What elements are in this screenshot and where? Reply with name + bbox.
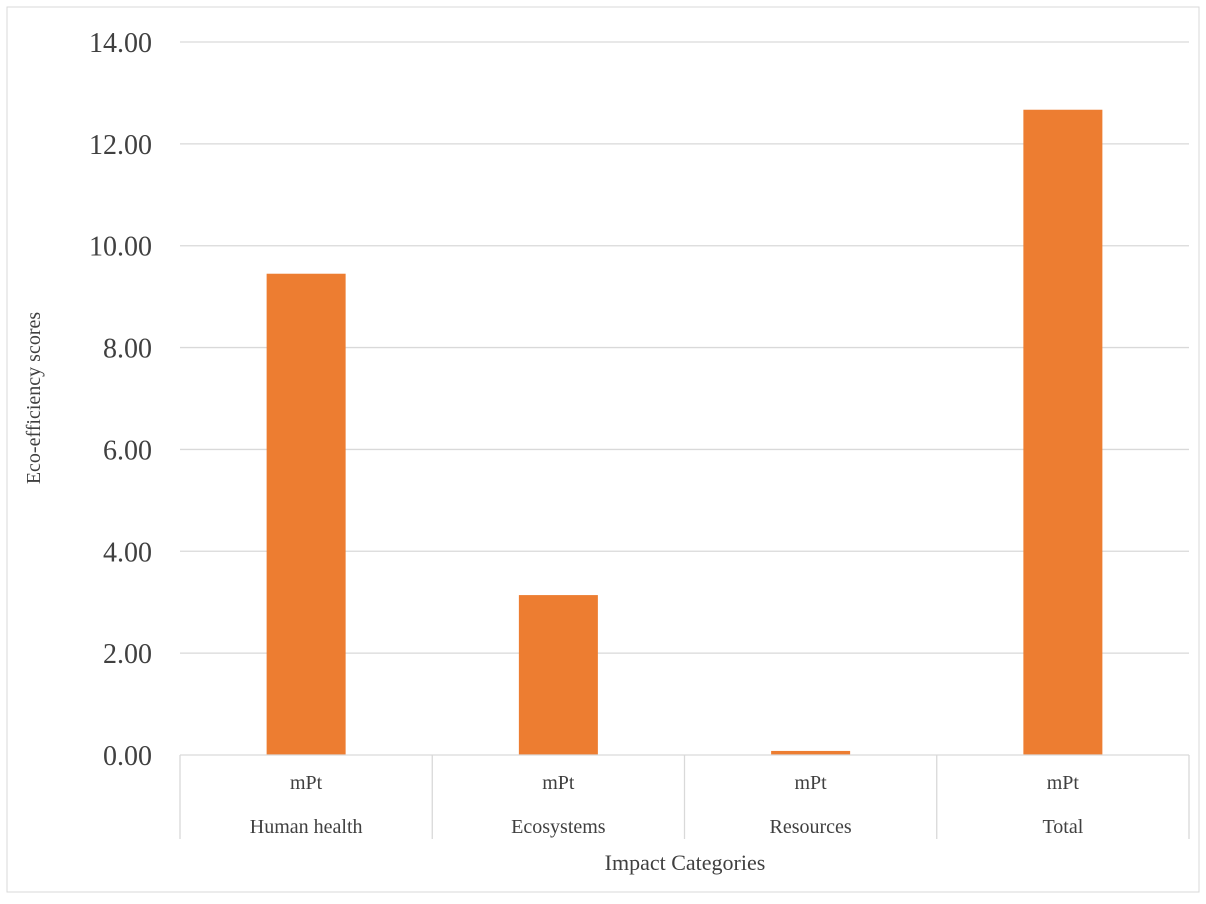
x-category-label: Total (1042, 816, 1083, 838)
x-unit-label: mPt (542, 772, 575, 794)
x-unit-label: mPt (795, 772, 828, 794)
bar (1023, 109, 1103, 756)
x-axis-title: Impact Categories (605, 850, 766, 875)
y-tick-label: 12.00 (89, 130, 152, 161)
y-tick-label: 2.00 (103, 639, 152, 670)
bar (518, 595, 598, 755)
bar (266, 273, 346, 755)
x-axis: mPt Human health mPt Ecosystems mPt Resources… (179, 754, 1190, 839)
x-category-label: Resources (770, 816, 852, 838)
y-axis-title: Eco-efficiency scores (23, 312, 45, 485)
bar (771, 750, 851, 755)
y-tick-label: 10.00 (89, 232, 152, 263)
y-tick-label: 4.00 (103, 537, 152, 568)
x-category-label: Ecosystems (511, 816, 606, 838)
y-tick-label: 6.00 (103, 435, 152, 466)
y-tick-label: 14.00 (89, 28, 152, 59)
y-tick-label: 0.00 (103, 741, 152, 772)
y-tick-label: 8.00 (103, 334, 152, 365)
x-unit-label: mPt (1047, 772, 1080, 794)
x-category-label: Human health (250, 816, 363, 838)
bars (266, 109, 1103, 756)
gridlines (180, 41, 1189, 654)
x-unit-label: mPt (290, 772, 323, 794)
y-axis-tick-labels: 0.00 2.00 4.00 6.00 8.00 10.00 12.00 14.00 (89, 28, 152, 772)
